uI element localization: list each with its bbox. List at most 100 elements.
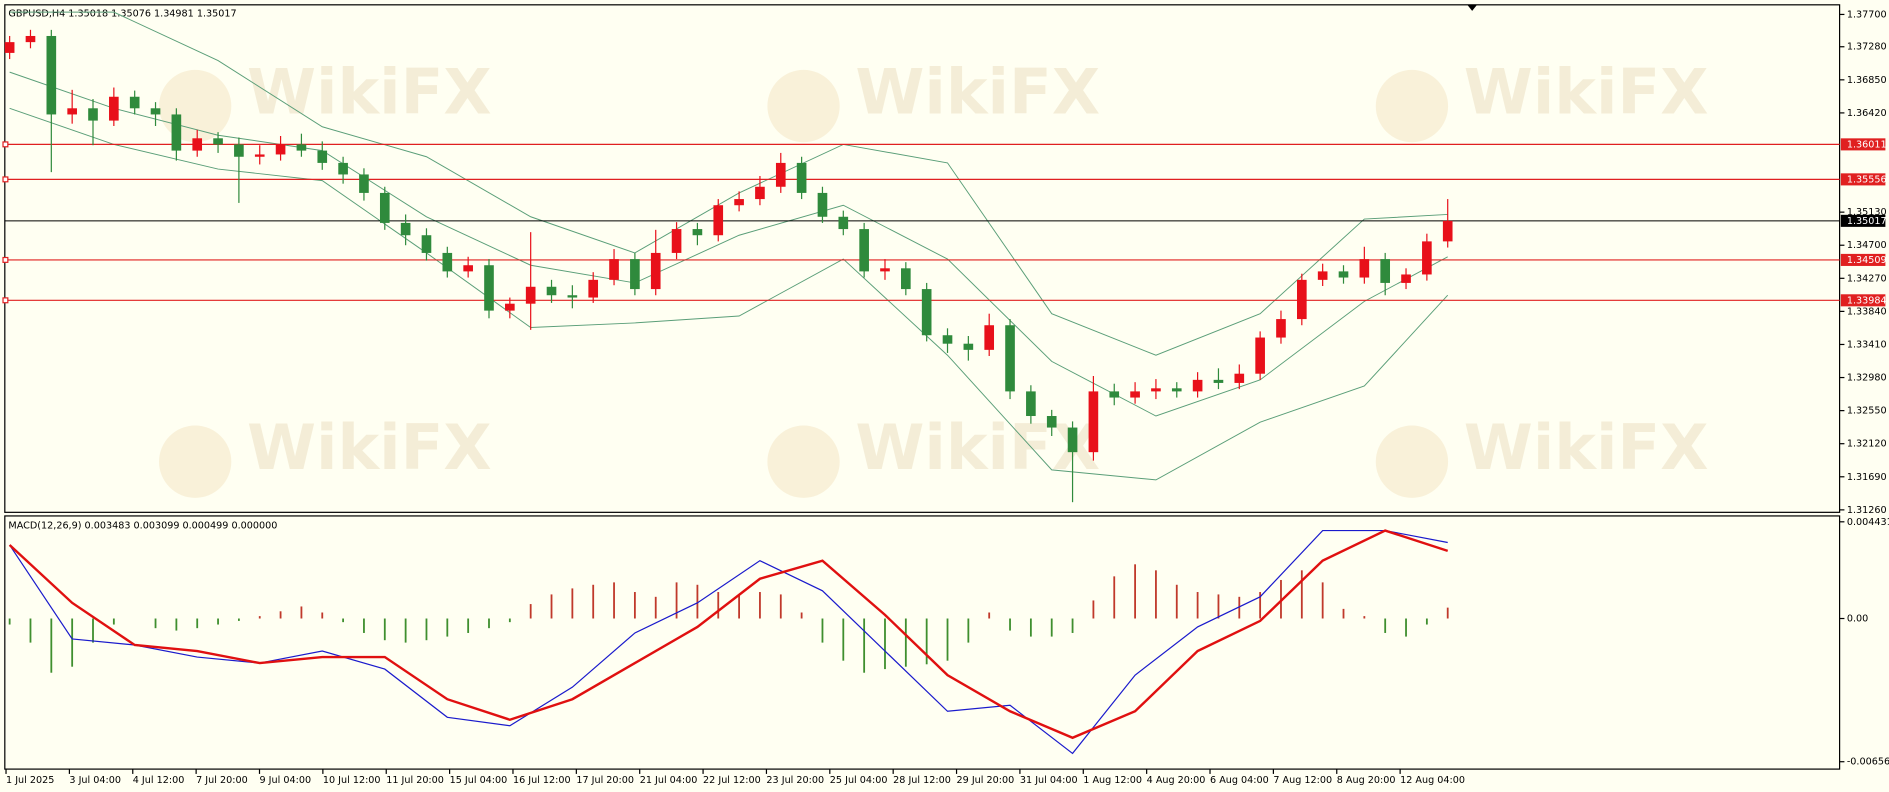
candle-body bbox=[317, 150, 328, 163]
y-tick-label: 1.33840 bbox=[1847, 306, 1887, 317]
x-tick-label: 29 Jul 20:00 bbox=[957, 775, 1015, 786]
x-tick-label: 11 Jul 20:00 bbox=[386, 775, 444, 786]
candle-body bbox=[4, 42, 15, 53]
level-handle bbox=[2, 297, 9, 304]
candle-body bbox=[755, 186, 765, 200]
y-tick-label: 1.34270 bbox=[1847, 273, 1887, 284]
candle-body bbox=[67, 108, 77, 115]
candle-body bbox=[1442, 220, 1453, 242]
candle-body bbox=[1213, 379, 1224, 383]
x-tick-label: 16 Jul 12:00 bbox=[513, 775, 571, 786]
current-price-box bbox=[1840, 214, 1886, 227]
x-tick-label: 9 Jul 04:00 bbox=[259, 775, 311, 786]
price-header: GBPUSD,H4 1.35018 1.35076 1.34981 1.3501… bbox=[8, 8, 236, 19]
candle-body bbox=[505, 303, 515, 311]
candle-body bbox=[150, 108, 161, 115]
y-tick-label: -0.006562 bbox=[1847, 757, 1889, 768]
candle-body bbox=[1422, 241, 1432, 275]
y-tick-label: 1.32980 bbox=[1847, 373, 1887, 384]
x-tick-label: 3 Jul 04:00 bbox=[69, 775, 121, 786]
candle-body bbox=[1192, 379, 1203, 392]
watermark: WikiFX bbox=[247, 56, 492, 129]
candle-body bbox=[1171, 388, 1182, 392]
candle-body bbox=[838, 216, 849, 230]
watermark: WikiFX bbox=[1464, 56, 1709, 129]
x-tick-label: 8 Aug 20:00 bbox=[1337, 775, 1396, 786]
candle-body bbox=[1151, 388, 1161, 392]
candle-body bbox=[254, 154, 265, 157]
logo bbox=[159, 69, 232, 143]
y-tick-label: 1.36850 bbox=[1847, 75, 1887, 86]
candle-body bbox=[734, 199, 744, 206]
watermark: WikiFX bbox=[855, 411, 1100, 484]
candle-body bbox=[1338, 271, 1349, 278]
shift-marker bbox=[1467, 4, 1477, 11]
current-price-label: 1.35017 bbox=[1847, 216, 1887, 227]
candle-body bbox=[213, 138, 223, 145]
logo bbox=[1375, 425, 1449, 498]
level-label: 1.34509 bbox=[1847, 255, 1887, 266]
watermark: WikiFX bbox=[855, 56, 1100, 129]
candle-body bbox=[817, 192, 828, 217]
macd-signal-line bbox=[8, 529, 1449, 740]
candle-body bbox=[525, 286, 536, 304]
logo bbox=[159, 425, 232, 498]
level-label: 1.36011 bbox=[1847, 139, 1887, 150]
x-tick-label: 1 Jul 2025 bbox=[6, 775, 54, 786]
level-box bbox=[1840, 253, 1886, 266]
candle-body bbox=[1088, 391, 1099, 453]
candle-body bbox=[1067, 427, 1078, 453]
candle-body bbox=[171, 114, 182, 151]
candle-body bbox=[109, 96, 119, 121]
level-label: 1.35556 bbox=[1847, 174, 1887, 185]
candle-body bbox=[442, 252, 453, 272]
y-tick-label: 1.32550 bbox=[1847, 406, 1887, 417]
candle-body bbox=[1401, 274, 1411, 283]
candle-body bbox=[921, 289, 932, 336]
candle-body bbox=[25, 35, 36, 43]
candle-body bbox=[192, 138, 203, 151]
candle-body bbox=[630, 259, 640, 290]
watermark: WikiFX bbox=[1464, 411, 1709, 484]
candle-body bbox=[713, 205, 724, 236]
x-tick-label: 28 Jul 12:00 bbox=[893, 775, 951, 786]
candle-body bbox=[1109, 391, 1120, 398]
candle-body bbox=[650, 252, 661, 290]
candle-body bbox=[984, 325, 995, 350]
candle-body bbox=[1380, 259, 1391, 283]
candle-body bbox=[796, 162, 807, 193]
candle-body bbox=[1046, 416, 1057, 428]
candle-body bbox=[1005, 325, 1015, 392]
candle-body bbox=[484, 265, 494, 311]
candle-body bbox=[775, 162, 786, 187]
watermarks: WikiFX WikiFX WikiFX WikiFX WikiFX WikiF… bbox=[159, 56, 1709, 498]
watermark: WikiFX bbox=[247, 411, 492, 484]
x-tick-label: 7 Aug 12:00 bbox=[1273, 775, 1332, 786]
candle-body bbox=[400, 222, 411, 236]
level-box bbox=[1840, 294, 1886, 307]
candle-body bbox=[88, 108, 98, 121]
x-tick-label: 12 Aug 04:00 bbox=[1400, 775, 1465, 786]
candle-body bbox=[692, 229, 703, 236]
candle-body bbox=[421, 235, 432, 253]
level-handle bbox=[2, 256, 9, 263]
candle-body bbox=[379, 192, 390, 223]
y-tick-label: 0.00 bbox=[1847, 614, 1868, 625]
y-tick-label: 1.32120 bbox=[1847, 439, 1887, 450]
candle-body bbox=[859, 229, 869, 272]
candle-body bbox=[1359, 259, 1370, 278]
x-tick-label: 4 Aug 20:00 bbox=[1147, 775, 1206, 786]
y-tick-label: 1.35130 bbox=[1847, 207, 1887, 218]
level-handle bbox=[2, 141, 9, 148]
x-tick-label: 7 Jul 20:00 bbox=[196, 775, 248, 786]
y-tick-label: 1.34700 bbox=[1847, 240, 1887, 251]
candle-body bbox=[129, 96, 140, 109]
level-box bbox=[1840, 138, 1886, 151]
logo bbox=[767, 425, 840, 498]
y-tick-label: 1.37280 bbox=[1847, 42, 1887, 53]
x-tick-label: 17 Jul 20:00 bbox=[576, 775, 634, 786]
candle-body bbox=[588, 279, 599, 298]
y-tick-label: 1.31690 bbox=[1847, 472, 1887, 483]
